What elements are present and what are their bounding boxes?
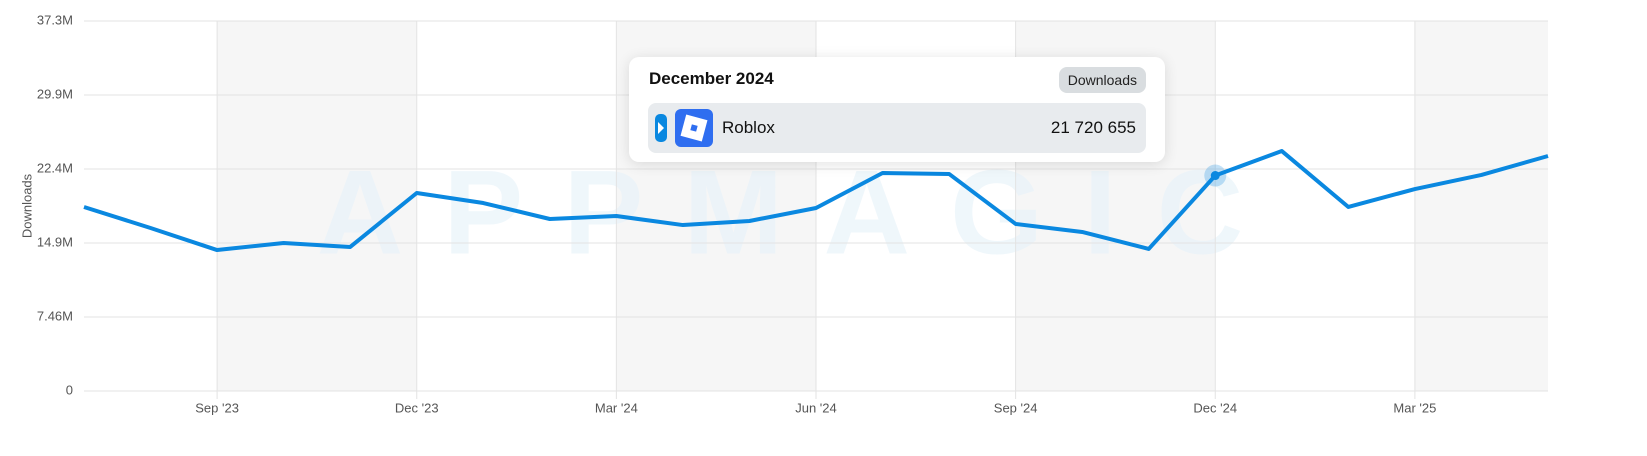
band [1414,21,1548,391]
y-tick-label: 37.3M [37,12,73,27]
band [217,21,417,391]
x-tick-label: Sep '23 [195,400,239,415]
app-icon [655,109,713,147]
x-tick-label: Mar '25 [1393,400,1436,415]
line [83,149,1549,253]
y-tick-label: 7.46M [37,308,73,323]
x-tick-label: Dec '24 [1193,400,1237,415]
tooltip-title: December 2024 [649,69,774,88]
tooltip-value: 21 720 655 [1050,118,1136,137]
tooltip-row: Roblox 21 720 655 [648,103,1146,153]
x-tick-label: Mar '24 [595,400,638,415]
x-tick-label: Sep '24 [994,400,1038,415]
x-tick-label: Dec '23 [395,400,439,415]
x-tick-label: Jun '24 [795,400,837,415]
tooltip: December 2024 Downloads Roblox 21 720 65… [629,57,1165,162]
y-tick-label: 14.9M [37,234,73,249]
tooltip-app: Roblox [722,118,775,137]
y-tick-label: 0 [66,382,73,397]
y-tick-label: 29.9M [37,86,73,101]
watermark: APPMAGIC [317,146,1284,280]
y-axis-label: Downloads [19,173,34,238]
highlight-point [1210,171,1220,181]
y-tick-label: 22.4M [37,160,73,175]
tooltip-metric: Downloads [1058,67,1146,93]
